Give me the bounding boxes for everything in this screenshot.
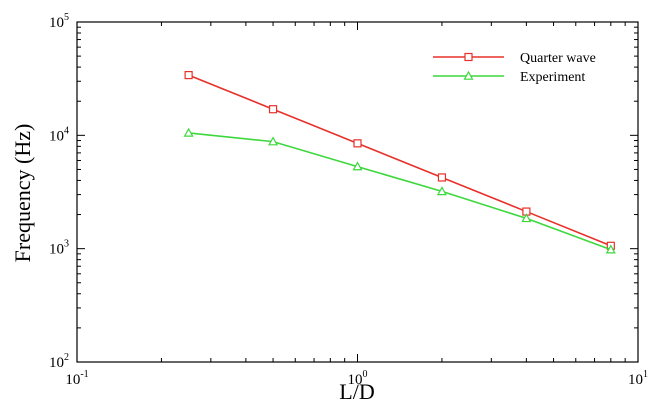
legend-label-experiment: Experiment	[520, 70, 585, 85]
data-point-experiment	[436, 186, 447, 196]
data-point-quarter-wave	[268, 105, 278, 114]
x-tick-label: 100	[348, 369, 368, 388]
data-point-experiment	[183, 127, 194, 137]
y-tick-label: 105	[49, 12, 69, 31]
data-point-experiment	[352, 161, 363, 171]
series-quarter-wave	[184, 70, 615, 250]
series-line-experiment	[188, 132, 612, 251]
data-point-quarter-wave	[437, 173, 447, 182]
axes: 10-1 100 101 102 103 104 105	[49, 12, 648, 388]
data-point-experiment	[268, 136, 279, 146]
y-tick-label: 103	[49, 239, 69, 258]
y-tick-label: 104	[49, 125, 69, 144]
legend: Quarter wave Experiment	[433, 51, 596, 85]
series-line-quarter-wave	[188, 74, 612, 247]
legend-marker-experiment	[463, 70, 474, 80]
y-tick-label: 102	[49, 352, 69, 371]
data-point-experiment	[521, 213, 532, 223]
x-tick-label: 10-1	[65, 369, 88, 388]
data-point-quarter-wave	[353, 139, 362, 148]
x-tick-label: 101	[628, 369, 648, 388]
legend-label-quarter-wave: Quarter wave	[520, 51, 596, 66]
series-experiment	[183, 127, 616, 254]
data-point-experiment	[605, 244, 616, 254]
data-point-quarter-wave	[184, 70, 193, 80]
legend-marker-quarter-wave	[464, 52, 473, 62]
series-layer	[183, 70, 616, 254]
y-axis-title: Frequency (Hz)	[10, 124, 35, 263]
x-axis-title: L/D	[339, 379, 374, 404]
